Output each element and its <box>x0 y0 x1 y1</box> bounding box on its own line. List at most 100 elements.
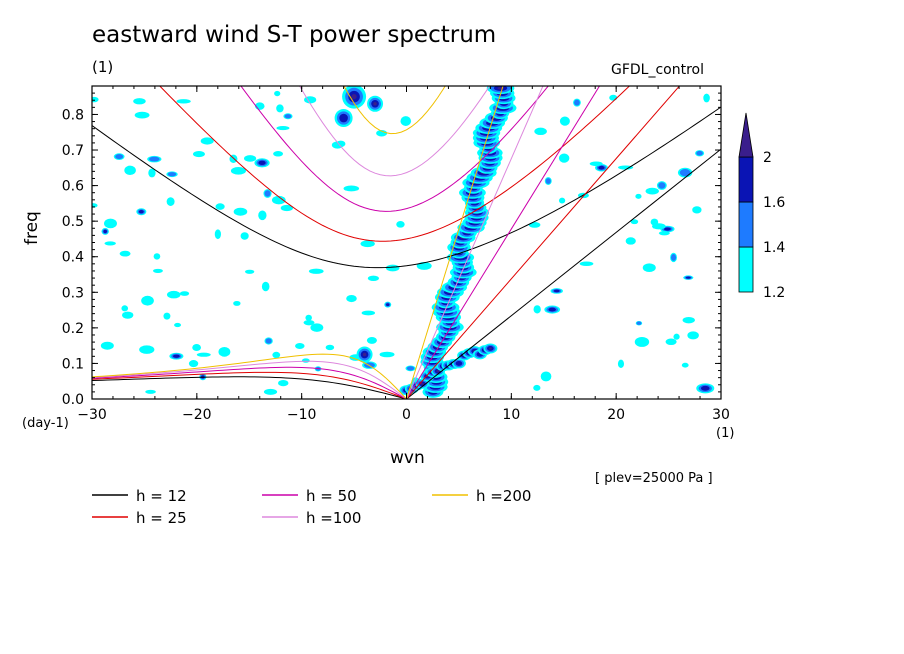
power-cell <box>188 360 199 368</box>
power-cell <box>548 307 556 312</box>
power-cell <box>179 291 190 296</box>
x-tick-label: 20 <box>607 407 625 423</box>
power-cell <box>301 358 310 363</box>
power-cell <box>360 240 375 248</box>
power-cell <box>679 169 691 177</box>
power-cell <box>230 167 246 175</box>
power-cell <box>558 153 570 163</box>
rossby-curve-200 <box>92 353 407 399</box>
pressure-level-note: [ plev=25000 Pa ] <box>595 471 713 486</box>
power-cell <box>258 160 266 166</box>
power-cell <box>265 338 272 344</box>
x-tick-label: 0 <box>402 407 411 423</box>
power-cell <box>376 129 388 137</box>
power-cell <box>373 102 377 106</box>
power-cell <box>681 362 689 368</box>
power-cell <box>141 295 154 306</box>
dispersion-curves <box>92 86 721 399</box>
power-cell <box>553 289 560 293</box>
kelvin-curve-25 <box>406 86 681 399</box>
power-cell <box>193 151 205 158</box>
power-cell <box>589 161 603 167</box>
kelvin-curve-200 <box>406 86 504 399</box>
power-cell <box>634 336 650 347</box>
power-cell <box>636 321 642 325</box>
inertia-gravity-curve-12 <box>92 106 721 269</box>
power-cell <box>284 114 292 119</box>
y-tick-label: 0.8 <box>62 107 84 123</box>
power-cell <box>339 113 348 123</box>
power-cell <box>658 182 666 189</box>
power-cell <box>367 275 380 282</box>
colorbar-label: 1.6 <box>763 195 785 211</box>
x-tick-label: 30 <box>712 407 730 423</box>
power-cell <box>104 218 117 229</box>
power-cell <box>310 323 324 332</box>
x-tick-label: 10 <box>502 407 520 423</box>
rossby-curve-25 <box>92 371 407 399</box>
colorbar-extend-arrow <box>738 112 754 158</box>
power-cell <box>100 341 114 350</box>
power-cell <box>436 370 440 373</box>
power-cell <box>145 389 156 394</box>
power-cell <box>687 331 699 340</box>
power-cell <box>386 303 390 307</box>
power-cell <box>273 151 284 157</box>
power-cell <box>103 229 107 234</box>
power-cell <box>559 116 570 126</box>
power-cell <box>166 290 181 299</box>
power-cell <box>625 237 636 245</box>
y-tick-label: 0.2 <box>62 321 84 337</box>
power-cell <box>645 187 659 195</box>
power-cell <box>139 345 155 354</box>
power-cell <box>240 232 249 240</box>
power-cell <box>598 165 605 170</box>
power-cell <box>400 116 412 126</box>
power-cell <box>609 94 618 101</box>
power-cell <box>696 150 703 156</box>
power-cell <box>652 223 666 230</box>
y-tick-label: 0.3 <box>62 285 84 301</box>
power-cell <box>264 190 271 197</box>
power-cell <box>138 210 144 214</box>
power-cell <box>233 207 248 216</box>
power-cell <box>343 185 360 192</box>
power-cell <box>642 263 656 273</box>
y-tick-label: 0.4 <box>62 250 84 266</box>
power-cell <box>396 221 405 228</box>
power-cell <box>635 193 642 199</box>
colorbar-label: 2 <box>763 150 772 166</box>
power-cell <box>385 264 400 272</box>
power-cell <box>617 359 625 369</box>
power-cell <box>258 210 267 221</box>
y-tick-label: 0.6 <box>62 179 84 195</box>
power-cell <box>233 300 241 306</box>
power-cell <box>200 137 214 145</box>
inertia-gravity-curve-100 <box>299 86 491 177</box>
power-cell <box>133 98 146 105</box>
power-cell <box>533 384 541 391</box>
power-cell <box>361 310 376 316</box>
power-cell <box>545 178 551 184</box>
power-cell <box>325 344 335 351</box>
power-cell <box>665 338 677 346</box>
rossby-curve-12 <box>92 376 407 399</box>
power-cell <box>692 206 702 214</box>
power-cell <box>540 371 552 382</box>
power-cell <box>420 382 424 385</box>
y-tick-label: 0.0 <box>62 392 84 408</box>
x-tick-label: −30 <box>77 407 107 423</box>
power-cell <box>119 250 131 257</box>
power-cell <box>308 268 324 274</box>
power-cell <box>272 351 281 359</box>
power-cell <box>274 90 281 97</box>
legend-label: h = 12 <box>136 487 187 505</box>
power-cell <box>534 127 547 136</box>
power-cell <box>685 276 691 279</box>
power-cell <box>533 305 541 314</box>
power-cell <box>618 165 634 170</box>
power-cell <box>244 269 255 274</box>
power-cell <box>673 333 680 340</box>
power-cell <box>134 111 150 119</box>
power-cell <box>295 342 305 350</box>
